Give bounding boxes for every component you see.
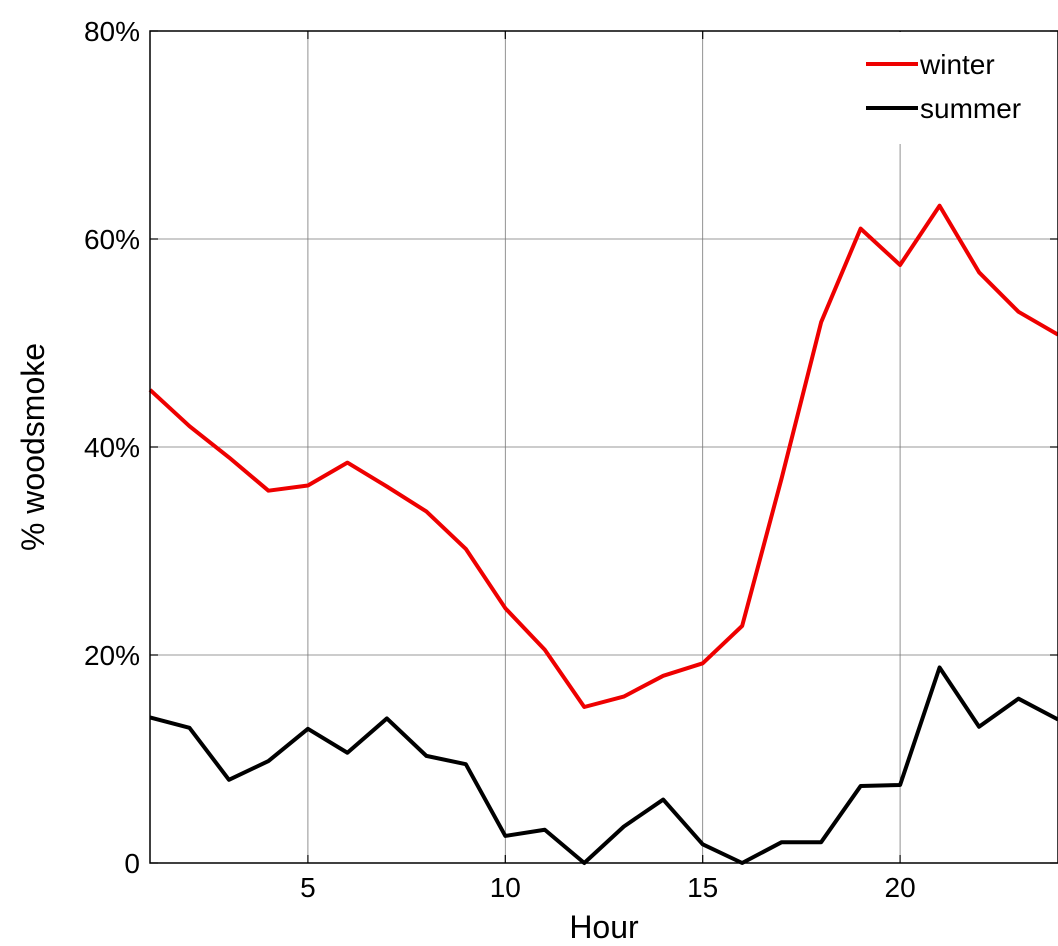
series-line-summer <box>149 665 1058 865</box>
series-lines <box>148 203 1058 865</box>
y-tick-label: 40% <box>84 432 140 463</box>
series-line-winter <box>148 203 1058 709</box>
y-tick-label: 60% <box>84 224 140 255</box>
axis-ticks <box>150 30 1058 864</box>
x-tick-label: 20 <box>885 872 916 903</box>
legend: winter summer <box>858 32 1057 144</box>
x-tick-label: 15 <box>687 872 718 903</box>
y-tick-label: 20% <box>84 640 140 671</box>
x-tick-label: 10 <box>490 872 521 903</box>
y-axis-title: % woodsmoke <box>15 343 51 551</box>
y-tick-label: 0 <box>124 848 140 879</box>
legend-label-winter: winter <box>919 49 995 80</box>
legend-box <box>858 32 1057 144</box>
x-tick-label: 5 <box>300 872 316 903</box>
tick-labels: 5 10 15 20 0 20% 40% 60% 80% <box>84 16 916 903</box>
y-tick-label: 80% <box>84 16 140 47</box>
x-axis-title: Hour <box>569 909 639 945</box>
legend-label-summer: summer <box>920 93 1021 124</box>
grid-lines <box>150 31 1058 863</box>
